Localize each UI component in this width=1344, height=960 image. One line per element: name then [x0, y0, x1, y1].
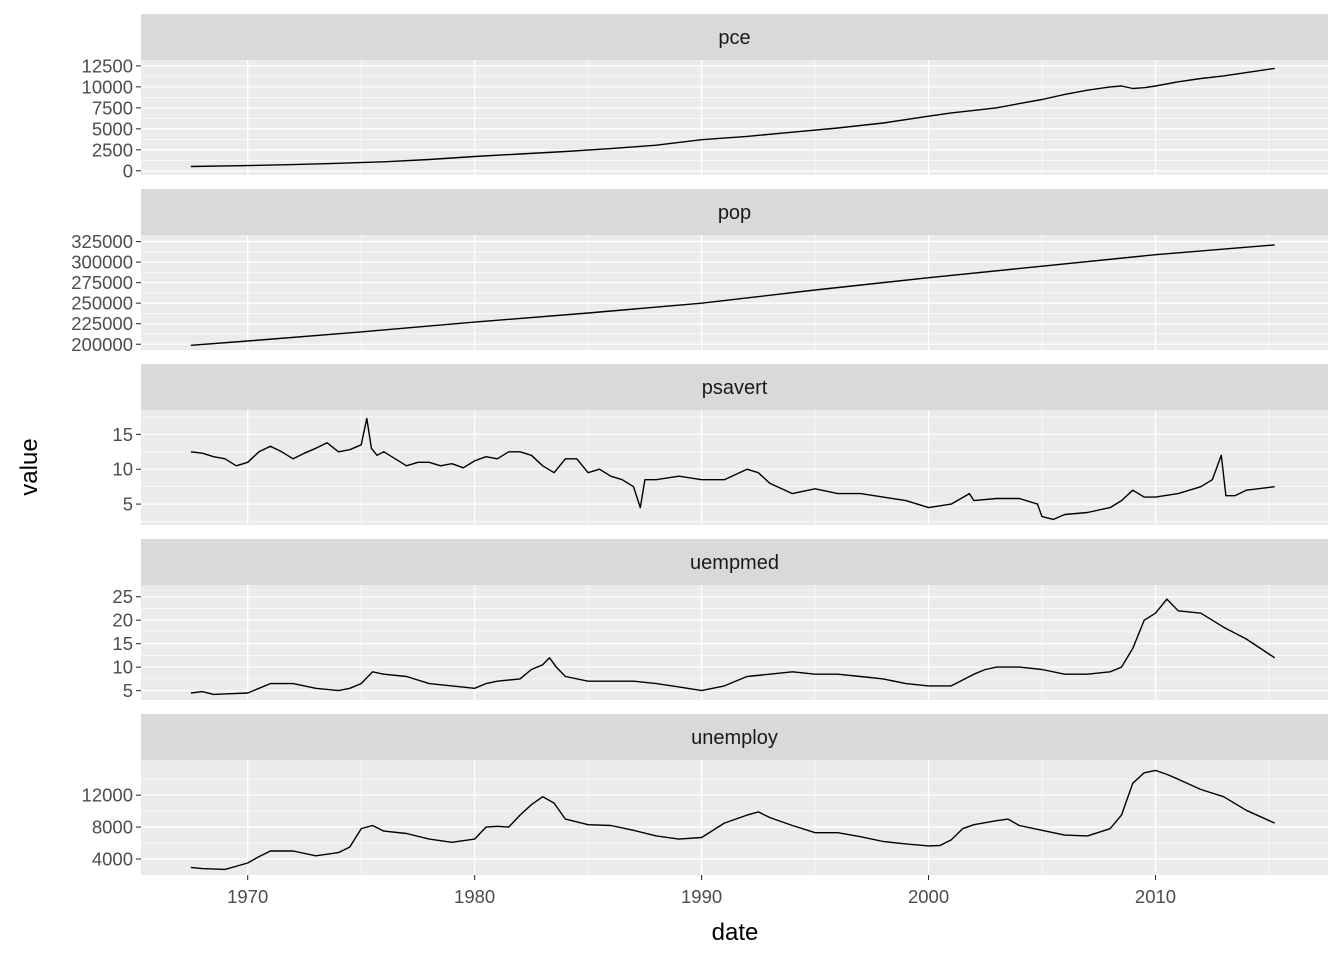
y-tick-label: 25	[112, 586, 133, 607]
strip-pce	[141, 14, 1328, 60]
y-tick-label: 10	[112, 657, 133, 678]
x-tick-label: 1980	[454, 886, 495, 907]
y-tick-label: 5	[123, 494, 133, 515]
strip-pop	[141, 189, 1328, 235]
panel-background-pce	[141, 60, 1328, 175]
strip-label-pce: pce	[718, 27, 750, 49]
strip-label-uempmed: uempmed	[690, 552, 779, 574]
y-tick-label: 0	[123, 160, 133, 181]
y-tick-label: 225000	[71, 313, 133, 334]
y-tick-label: 4000	[92, 849, 133, 870]
y-tick-label: 8000	[92, 817, 133, 838]
y-tick-label: 7500	[92, 97, 133, 118]
x-tick-label: 2000	[908, 886, 949, 907]
x-tick-label: 1970	[227, 886, 268, 907]
x-tick-label: 1990	[681, 886, 722, 907]
strip-label-pop: pop	[718, 202, 751, 224]
y-tick-label: 15	[112, 424, 133, 445]
panel-unemploy: unemploy 4000 8000 12000	[82, 714, 1328, 875]
strip-label-unemploy: unemploy	[691, 727, 778, 749]
strip-label-psavert: psavert	[702, 377, 768, 399]
y-tick-label: 200000	[71, 334, 133, 355]
y-tick-label: 275000	[71, 272, 133, 293]
series-line-pce	[190, 67, 1275, 168]
series-line-unemploy	[190, 769, 1275, 871]
y-tick-label: 10	[112, 459, 133, 480]
x-axis: 1970 1980 1990 2000 2010	[227, 875, 1176, 907]
strip-psavert	[141, 364, 1328, 410]
y-tick-label: 2500	[92, 139, 133, 160]
y-tick-label: 12500	[82, 55, 133, 76]
x-axis-title: date	[712, 919, 759, 946]
y-tick-label: 250000	[71, 293, 133, 314]
y-tick-label: 5	[123, 680, 133, 701]
strip-unemploy	[141, 714, 1328, 760]
y-axis-title: value	[16, 438, 43, 495]
y-tick-label: 300000	[71, 252, 133, 273]
y-tick-label: 5000	[92, 118, 133, 139]
panel-background-pop	[141, 235, 1328, 350]
y-tick-label: 325000	[71, 231, 133, 252]
x-tick-label: 2010	[1135, 886, 1176, 907]
panel-background-psavert	[141, 410, 1328, 525]
series-line-uempmed	[190, 598, 1276, 696]
y-tick-label: 15	[112, 633, 133, 654]
panel-psavert: psavert 5 10 15	[112, 364, 1328, 525]
panel-background-unemploy	[141, 760, 1328, 875]
panel-background-uempmed	[141, 585, 1328, 700]
y-tick-label: 12000	[82, 785, 133, 806]
strip-uempmed	[141, 539, 1328, 585]
y-tick-label: 10000	[82, 76, 133, 97]
series-line-psavert	[190, 417, 1275, 521]
series-line-pop	[190, 244, 1275, 346]
y-tick-label: 20	[112, 610, 133, 631]
